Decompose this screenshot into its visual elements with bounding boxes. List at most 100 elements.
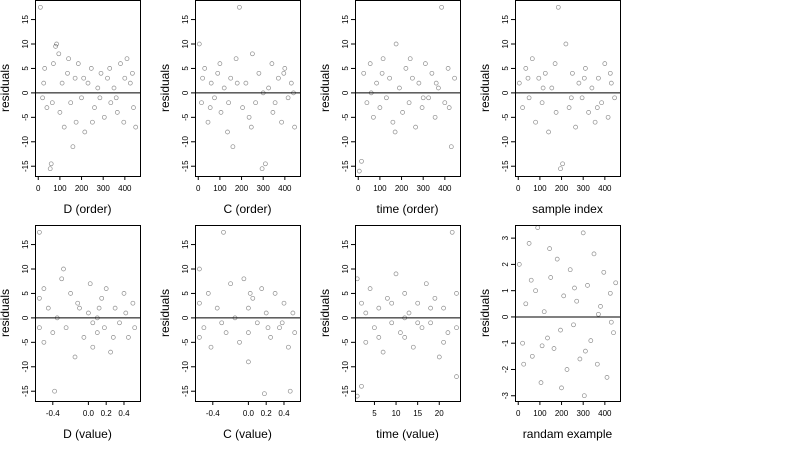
data-point xyxy=(112,305,118,311)
data-point xyxy=(436,85,441,91)
x-axis-title: C (value) xyxy=(223,427,272,441)
data-point xyxy=(54,41,59,47)
y-tick-label: -2 xyxy=(501,365,510,373)
data-point xyxy=(81,75,87,81)
data-point xyxy=(441,339,446,345)
data-point xyxy=(571,322,576,328)
data-point xyxy=(356,168,362,174)
y-tick-label: 15 xyxy=(181,15,190,24)
data-point xyxy=(263,310,269,316)
y-tick-label: 15 xyxy=(21,240,30,249)
x-tick-label: 100 xyxy=(53,184,67,193)
x-tick-label: 15 xyxy=(413,409,422,418)
data-point xyxy=(454,291,459,296)
data-point xyxy=(37,229,42,235)
data-point xyxy=(218,110,224,115)
y-tick-label: 10 xyxy=(501,39,510,48)
y-tick-label: 5 xyxy=(341,291,350,296)
y-tick-label: -1 xyxy=(501,339,510,347)
x-tick-label: 100 xyxy=(533,409,547,418)
data-point xyxy=(539,100,545,106)
data-point xyxy=(66,56,71,62)
points xyxy=(38,4,139,172)
data-point xyxy=(208,80,214,86)
y-axis-title: residuals xyxy=(0,64,12,112)
data-point xyxy=(608,319,614,325)
y-tick-label: 0 xyxy=(341,315,350,320)
data-point xyxy=(416,80,422,86)
data-point xyxy=(243,80,249,86)
data-point xyxy=(256,70,262,76)
y-tick-label: -15 xyxy=(341,160,350,172)
data-point xyxy=(526,95,532,101)
data-point xyxy=(566,105,572,110)
data-point xyxy=(452,75,457,81)
x-tick-label: 0 xyxy=(516,184,521,193)
data-point xyxy=(583,66,588,71)
data-point xyxy=(538,380,544,385)
x-tick-label: 300 xyxy=(97,184,111,193)
data-point xyxy=(367,286,373,291)
y-axis-title: residuals xyxy=(478,289,492,337)
data-point xyxy=(288,80,294,86)
data-point xyxy=(419,325,425,331)
y-tick-label: 5 xyxy=(21,66,30,71)
data-point xyxy=(359,158,364,164)
data-point xyxy=(529,56,535,62)
data-point xyxy=(602,61,608,66)
data-point xyxy=(101,114,107,120)
y-tick-label: 0 xyxy=(341,90,350,95)
data-point xyxy=(85,80,91,86)
y-tick-label: -5 xyxy=(21,338,30,346)
data-point xyxy=(287,388,293,394)
y-tick-label: 10 xyxy=(341,39,350,48)
data-point xyxy=(384,95,389,101)
data-point xyxy=(90,119,95,125)
y-tick-label: 15 xyxy=(21,15,30,24)
y-tick-label: -5 xyxy=(341,113,350,121)
data-point xyxy=(208,344,214,350)
data-point xyxy=(420,95,426,101)
data-point xyxy=(77,305,82,311)
y-tick-label: 3 xyxy=(501,235,510,240)
data-point xyxy=(45,305,51,311)
x-tick-label: 0.4 xyxy=(118,409,130,418)
y-tick-label: 5 xyxy=(181,66,190,71)
x-tick-label: 100 xyxy=(213,184,227,193)
data-point xyxy=(598,304,603,309)
data-point xyxy=(516,80,522,86)
data-point xyxy=(377,105,383,110)
y-axis-title: residuals xyxy=(318,64,332,112)
y-axis-title: residuals xyxy=(318,289,332,337)
data-point xyxy=(539,343,545,349)
data-point xyxy=(113,95,119,101)
data-point xyxy=(131,105,136,110)
data-point xyxy=(594,361,600,367)
data-point xyxy=(442,100,448,106)
data-point xyxy=(585,283,590,288)
data-point xyxy=(197,266,202,272)
data-point xyxy=(520,340,525,346)
x-axis-title: time (order) xyxy=(376,202,438,216)
data-point xyxy=(68,291,73,296)
y-tick-label: 0 xyxy=(181,315,190,320)
x-axis-title: C (order) xyxy=(223,202,271,216)
data-point xyxy=(528,277,534,283)
data-point xyxy=(281,300,287,306)
data-point xyxy=(372,325,377,331)
scatter-panel-3: 0 100 200 300 400 -15 -10 -5 0 5 10 15 time (order) r… xyxy=(318,0,461,216)
data-point xyxy=(124,56,130,62)
x-tick-label: 400 xyxy=(118,184,132,193)
y-tick-label: -10 xyxy=(21,135,30,147)
data-point xyxy=(272,291,278,296)
y-tick-label: -10 xyxy=(501,135,510,147)
y-tick-label: -5 xyxy=(181,338,190,346)
data-point xyxy=(248,124,254,130)
data-point xyxy=(359,383,364,389)
data-point xyxy=(48,161,54,167)
data-point xyxy=(61,124,67,130)
data-point xyxy=(215,70,221,76)
data-point xyxy=(117,320,122,326)
data-point xyxy=(94,330,100,335)
x-tick-label: 400 xyxy=(598,409,612,418)
